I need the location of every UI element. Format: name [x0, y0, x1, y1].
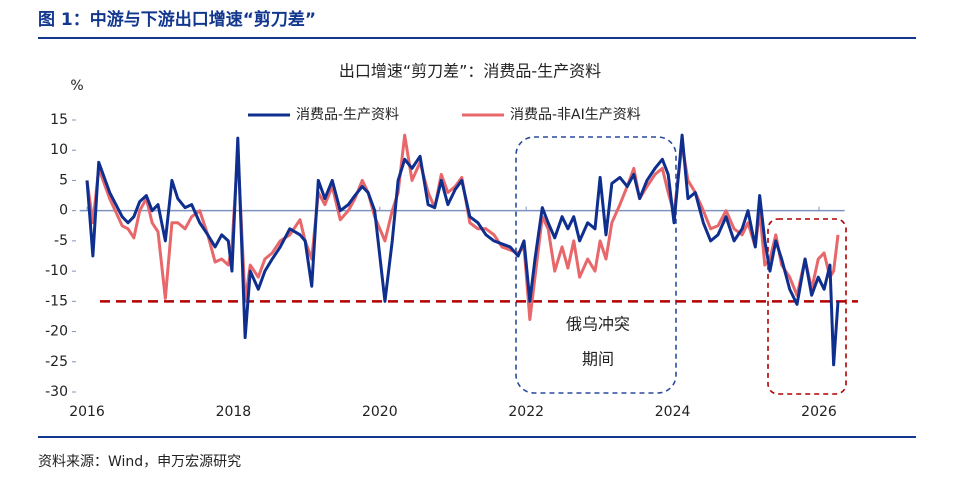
- y-tick-label: -15: [45, 293, 68, 309]
- x-tick-label: 2020: [362, 404, 398, 420]
- y-tick-label: -25: [45, 354, 68, 370]
- x-tick-label: 2022: [508, 404, 544, 420]
- legend-label: 消费品-生产资料: [296, 107, 399, 123]
- x-tick-label: 2024: [655, 404, 691, 420]
- y-tick-label: -30: [45, 384, 68, 400]
- series-line: [85, 133, 840, 367]
- y-unit: %: [70, 78, 83, 94]
- y-tick-label: -20: [45, 324, 68, 340]
- annotation: 俄乌冲突: [566, 315, 630, 334]
- figure-title: 图 1：中游与下游出口增速“剪刀差”: [38, 9, 316, 30]
- annotation: 期间: [582, 350, 614, 369]
- legend-label: 消费品-非AI生产资料: [510, 107, 641, 123]
- y-tick-label: 5: [59, 172, 68, 188]
- y-tick-label: 10: [50, 142, 68, 158]
- chart-title: 出口增速“剪刀差”：消费品-生产资料: [339, 62, 601, 81]
- y-tick-label: -10: [45, 263, 68, 279]
- series-line: [85, 133, 840, 321]
- source: 资料来源：Wind，申万宏源研究: [38, 454, 241, 470]
- x-tick-label: 2018: [216, 404, 252, 420]
- highlight-box: [767, 218, 847, 395]
- y-tick-label: -5: [54, 233, 68, 249]
- x-tick-label: 2026: [801, 404, 837, 420]
- highlight-box: [515, 136, 677, 394]
- y-tick-label: 15: [50, 112, 68, 128]
- x-tick-label: 2016: [69, 404, 105, 420]
- y-tick-label: 0: [59, 203, 68, 219]
